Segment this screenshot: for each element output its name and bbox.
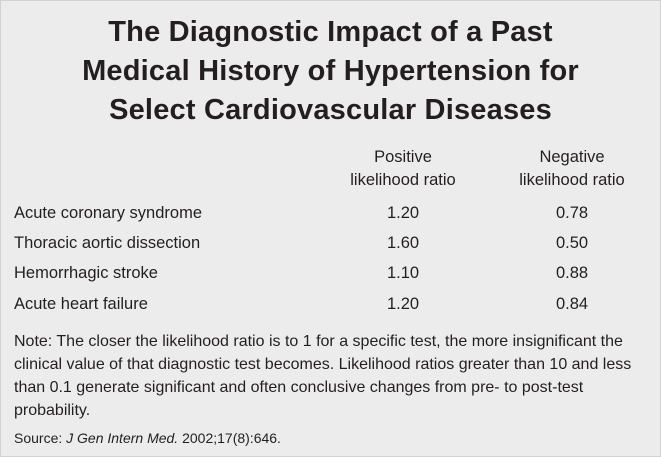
column-header-positive-line-2: likelihood ratio [350,171,456,189]
row-negative-lr: 0.84 [555,295,589,313]
source-journal: J Gen Intern Med. [66,430,179,446]
row-condition: Hemorrhagic stroke [14,264,158,282]
row-condition: Thoracic aortic dissection [14,234,201,252]
row-negative-lr: 0.88 [555,264,589,282]
column-header-positive-line-1: Positive [374,148,432,166]
table-row: Acute coronary syndrome 1.20 0.78 [1,200,660,226]
row-positive-lr: 1.20 [386,295,420,313]
column-header-negative-line-2: likelihood ratio [519,171,625,189]
row-condition: Acute coronary syndrome [14,204,203,222]
row-positive-lr: 1.10 [386,264,420,282]
column-header-negative-line-1: Negative [539,148,605,166]
title-line-2: Medical History of Hypertension for [82,55,579,87]
footnote: Note: The closer the likelihood ratio is… [14,333,632,419]
row-negative-lr: 0.78 [555,204,589,222]
table-row: Hemorrhagic stroke 1.10 0.88 [1,260,660,286]
table-row: Acute heart failure 1.20 0.84 [1,291,660,317]
row-positive-lr: 1.60 [386,234,420,252]
column-header-negative: Negative likelihood ratio [488,146,656,192]
page-title: The Diagnostic Impact of a Past Medical … [1,13,660,130]
source-citation: Source: J Gen Intern Med. 2002;17(8):646… [14,428,281,448]
title-line-1: The Diagnostic Impact of a Past [108,16,553,48]
source-reference: 2002;17(8):646. [178,430,281,446]
column-header-positive: Positive likelihood ratio [319,146,487,192]
source-prefix: Source: [14,430,67,446]
row-condition: Acute heart failure [14,295,148,313]
row-positive-lr: 1.20 [386,204,420,222]
row-negative-lr: 0.50 [555,234,589,252]
title-line-3: Select Cardiovascular Diseases [109,94,552,126]
table-row: Thoracic aortic dissection 1.60 0.50 [1,230,660,256]
